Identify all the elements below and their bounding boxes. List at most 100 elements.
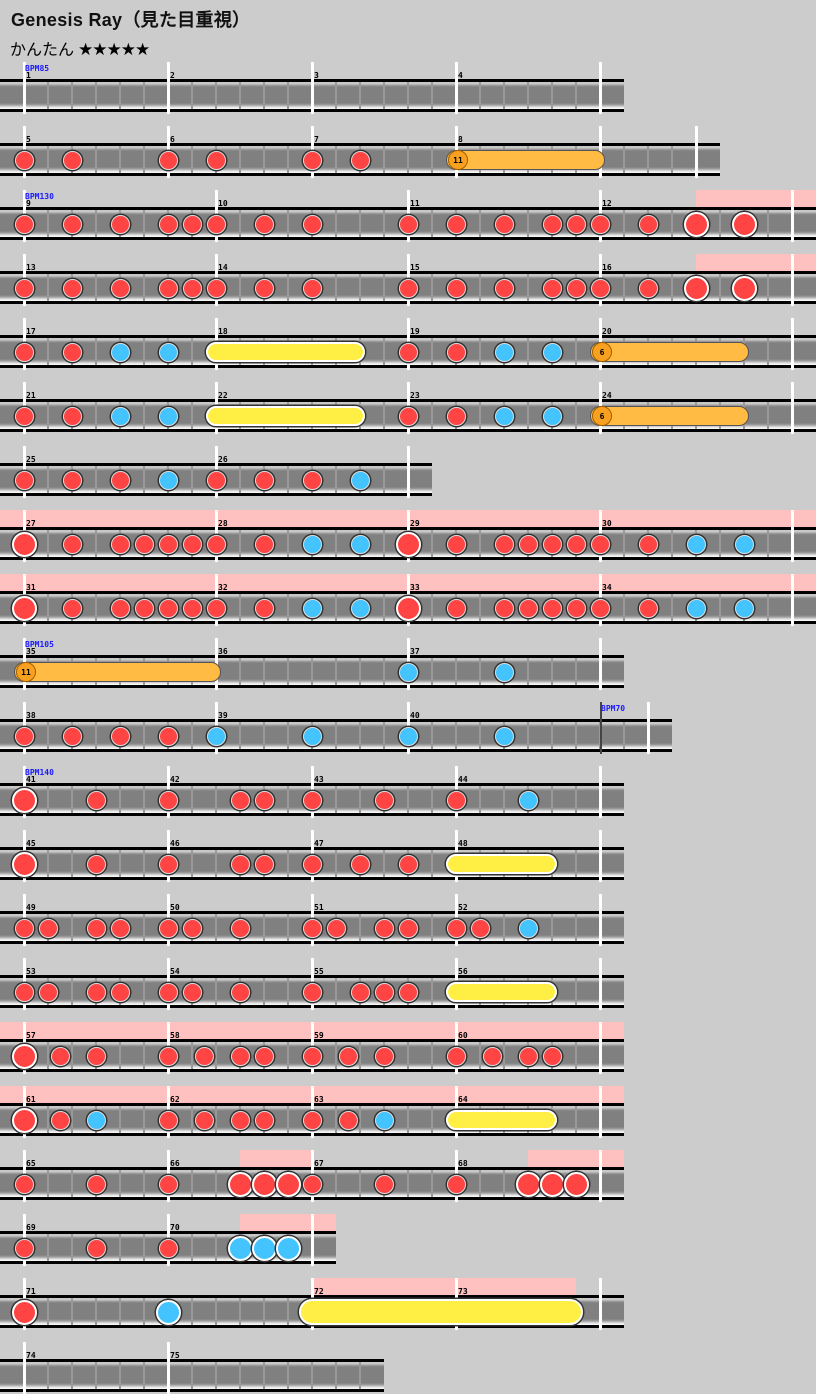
don-note [182,982,202,1002]
ka-note [686,534,706,554]
measure-number: 16 [602,263,612,272]
beat-gridline [71,786,73,813]
chart-row: 13 14 15 16 [0,254,816,306]
difficulty-line: かんたん ★★★★★ [10,36,150,60]
don-note [110,726,130,746]
beat-gridline [143,338,145,365]
beat-gridline [263,1298,265,1325]
don-big-note [11,1107,37,1133]
beat-gridline [143,722,145,749]
beat-gridline [479,274,481,301]
don-note [158,1110,178,1130]
gogo-section [240,1150,312,1170]
beat-gridline [647,146,649,173]
measure-number: 41 [26,775,36,784]
don-note [158,918,178,938]
don-note [38,918,58,938]
measure-number: 52 [458,903,468,912]
beat-gridline [431,402,433,429]
measure-number: 36 [218,647,228,656]
beat-gridline [191,338,193,365]
beat-gridline [191,146,193,173]
don-note [38,982,58,1002]
beat-gridline [479,338,481,365]
don-note [14,150,34,170]
beat-gridline [479,530,481,557]
don-note [182,534,202,554]
don-note [206,470,226,490]
beat-gridline [671,146,673,173]
beat-gridline [191,1042,193,1069]
don-note [62,598,82,618]
beat-gridline [479,594,481,621]
chart-row: 17 18 19 20 6 [0,318,816,370]
measure-number: 75 [170,1351,180,1360]
beat-gridline [215,850,217,877]
don-note [86,1238,106,1258]
don-note [254,1046,274,1066]
beat-gridline [191,1106,193,1133]
don-note [62,470,82,490]
beat-gridline [47,594,49,621]
don-note [62,214,82,234]
ka-note [542,406,562,426]
don-note [638,278,658,298]
don-note [446,1046,466,1066]
beat-gridline [191,402,193,429]
don-note [494,598,514,618]
ka-note [542,342,562,362]
ka-note [494,726,514,746]
ka-note [398,726,418,746]
don-note [254,278,274,298]
beat-gridline [71,1234,73,1261]
beat-gridline [623,722,625,749]
measure-line [599,1022,602,1074]
measure-line [599,894,602,946]
beat-gridline [191,466,193,493]
beat-gridline [119,850,121,877]
don-note [206,534,226,554]
beat-gridline [551,914,553,941]
don-note [14,726,34,746]
ka-note [494,406,514,426]
beat-gridline [503,914,505,941]
don-note [14,278,34,298]
beat-gridline [47,210,49,237]
don-big-note [731,275,757,301]
beat-gridline [143,210,145,237]
measure-number: 14 [218,263,228,272]
don-note [14,1238,34,1258]
measure-number: 46 [170,839,180,848]
measure-number: 32 [218,583,228,592]
don-big-note [395,595,421,621]
beat-gridline [263,658,265,685]
bpm-label: BPM85 [25,64,50,73]
beat-gridline [215,786,217,813]
don-note [206,598,226,618]
beat-gridline [431,210,433,237]
don-note [518,1046,538,1066]
don-note [110,598,130,618]
beat-gridline [287,850,289,877]
don-note [254,1110,274,1130]
measure-number: 37 [410,647,420,656]
don-big-note [683,211,709,237]
measure-number: 44 [458,775,468,784]
don-note [62,406,82,426]
ka-big-note [251,1235,277,1261]
ka-note [494,342,514,362]
don-note [230,982,250,1002]
beat-gridline [431,146,433,173]
don-note [230,1046,250,1066]
ka-note [302,598,322,618]
gogo-section [696,254,816,274]
don-note [302,278,322,298]
don-note [446,406,466,426]
bpm-label: BPM140 [25,768,54,777]
beat-gridline [431,786,433,813]
chart-row: 5 6 7 8 11 [0,126,720,178]
beat-gridline [239,594,241,621]
don-note [62,726,82,746]
don-note [542,1046,562,1066]
ka-note [734,598,754,618]
